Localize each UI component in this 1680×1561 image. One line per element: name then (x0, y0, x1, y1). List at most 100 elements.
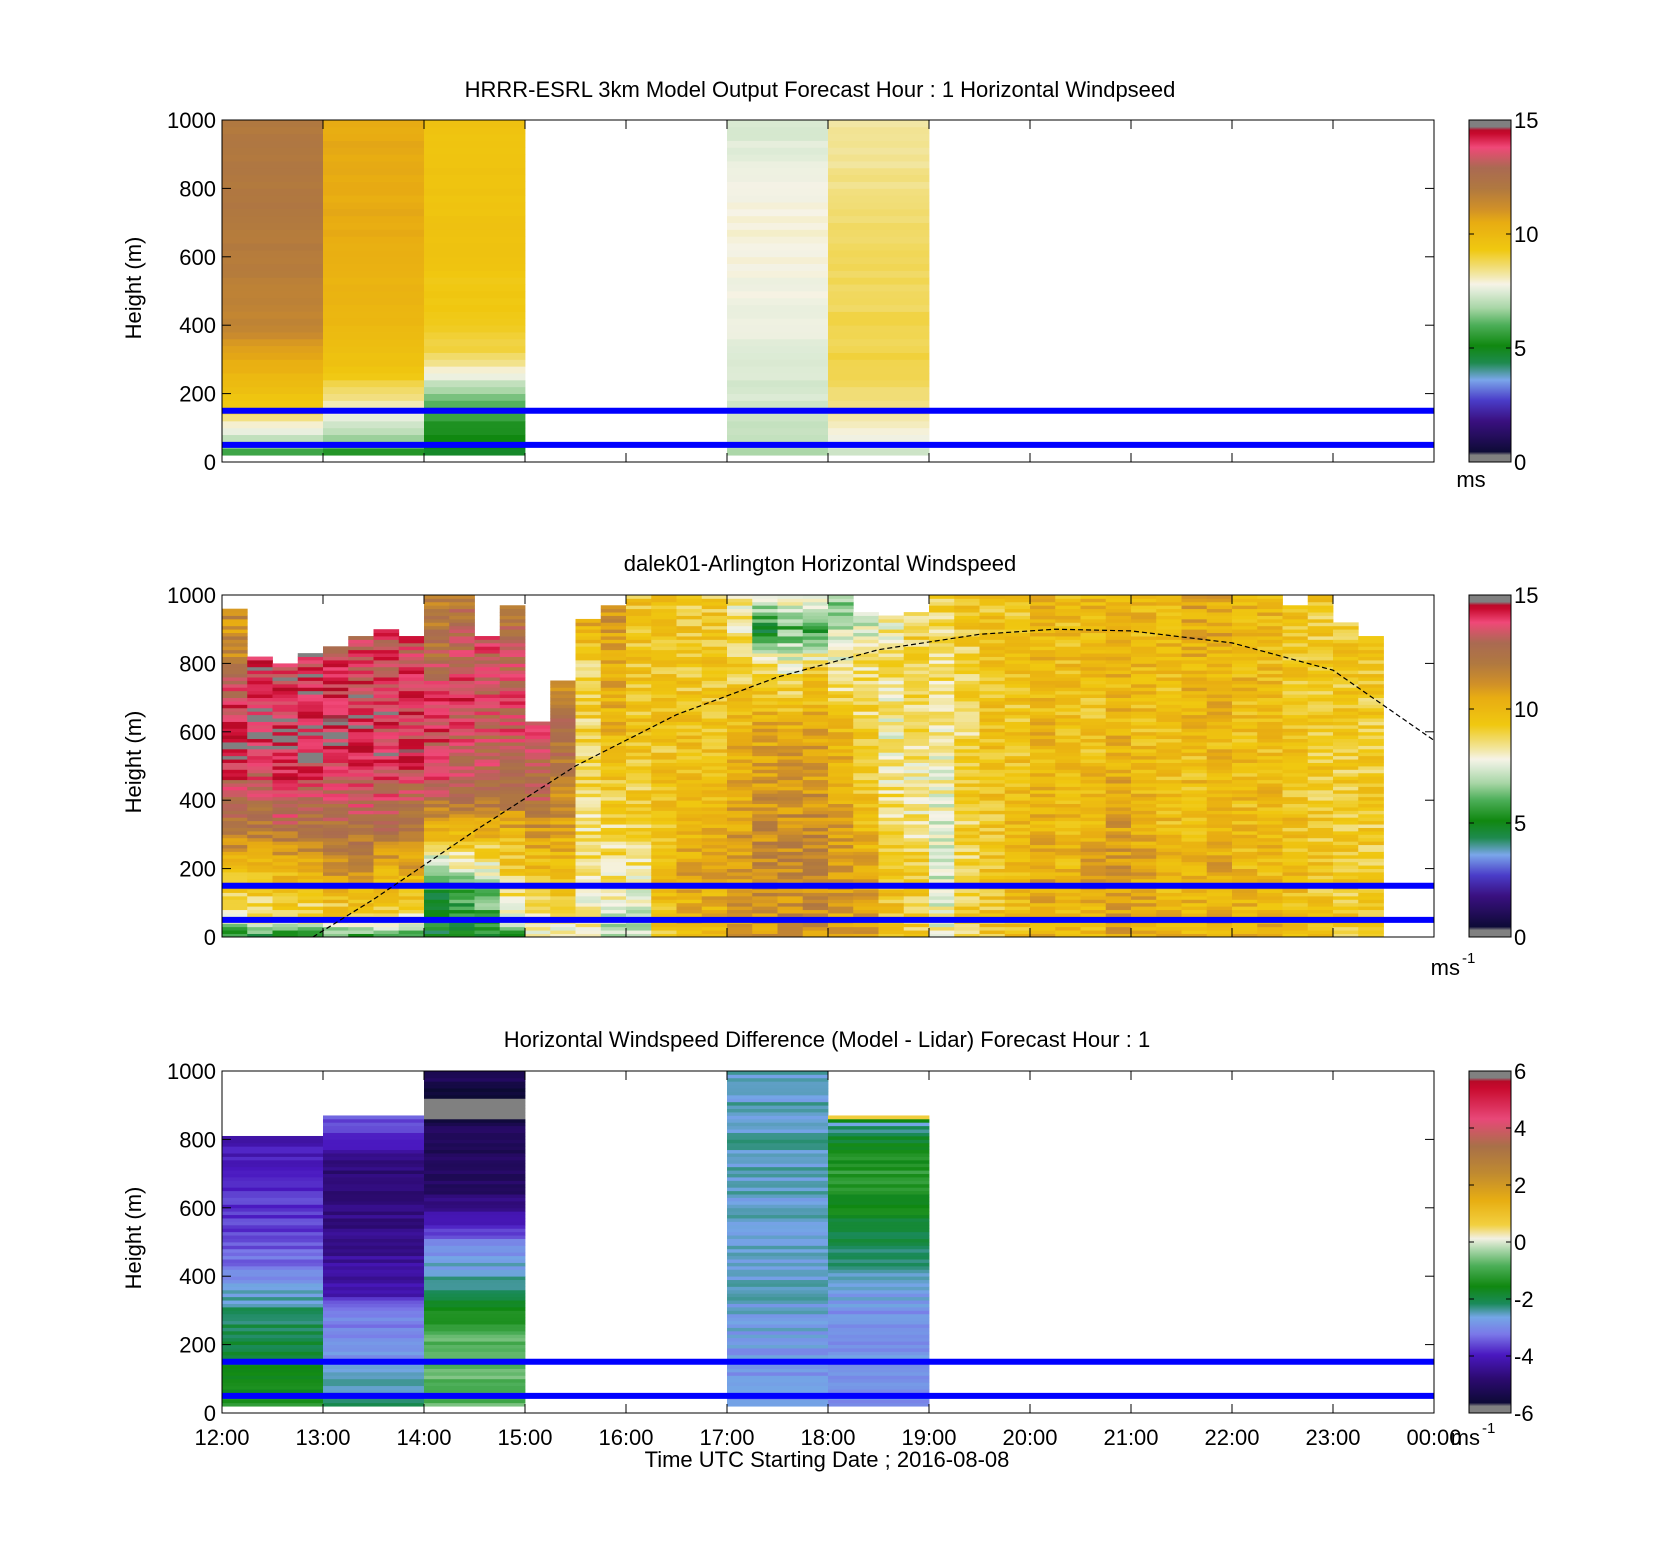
heatmap-cell (1307, 707, 1334, 712)
heatmap-cell (1080, 697, 1107, 702)
heatmap-cell (727, 229, 829, 237)
heatmap-cell (1333, 653, 1359, 657)
heatmap-cell (424, 434, 526, 442)
heatmap-column (878, 615, 905, 938)
heatmap-cell (424, 656, 450, 661)
heatmap-cell (903, 892, 930, 897)
heatmap-cell (449, 714, 475, 719)
heatmap-cell (929, 601, 955, 606)
heatmap-cell (222, 311, 324, 319)
heatmap-cell (1206, 796, 1233, 801)
heatmap-cell (1206, 830, 1233, 835)
heatmap-cell (499, 837, 526, 842)
heatmap-cell (550, 731, 576, 736)
heatmap-cell (525, 892, 551, 897)
heatmap-cell (651, 595, 677, 599)
heatmap-cell (701, 854, 728, 859)
lidar-overlay (222, 628, 1435, 938)
heatmap-cell (1358, 680, 1384, 685)
heatmap-cell (1105, 680, 1132, 685)
heatmap-cell (878, 848, 905, 852)
heatmap-column (1333, 622, 1359, 938)
heatmap-cell (323, 1368, 425, 1373)
heatmap-cell (424, 605, 450, 610)
heatmap-cell (1206, 711, 1233, 716)
heatmap-cell (1333, 711, 1359, 716)
heatmap-cell (802, 642, 829, 647)
heatmap-cell (575, 892, 602, 897)
heatmap-cell (626, 721, 652, 726)
heatmap-cell (550, 707, 576, 712)
heatmap-cell (499, 817, 526, 822)
heatmap-cell (1156, 646, 1182, 651)
heatmap-cell (903, 683, 930, 688)
heatmap-cell (323, 154, 425, 162)
heatmap-cell (398, 776, 425, 781)
heatmap-cell (222, 670, 248, 675)
heatmap-cell (297, 926, 324, 931)
heatmap-cell (499, 711, 526, 716)
heatmap-cell (1004, 721, 1031, 726)
heatmap-cell (1131, 875, 1157, 880)
heatmap-cell (701, 625, 728, 630)
heatmap-cell (1232, 690, 1258, 695)
heatmap-cell (1232, 762, 1258, 767)
heatmap-cell (1080, 646, 1107, 651)
heatmap-cell (878, 810, 905, 815)
heatmap-cell (1232, 878, 1258, 883)
heatmap-cell (474, 872, 501, 876)
heatmap-cell (802, 646, 829, 651)
heatmap-cell (449, 721, 475, 726)
heatmap-cell (1080, 632, 1107, 637)
heatmap-cell (323, 325, 425, 333)
heatmap-cell (499, 759, 526, 763)
heatmap-cell (1080, 776, 1107, 781)
heatmap-cell (1282, 817, 1309, 822)
heatmap-cell (222, 807, 248, 811)
heatmap-cell (323, 909, 349, 914)
heatmap-cell (802, 875, 829, 880)
heatmap-cell (626, 895, 652, 900)
heatmap-cell (979, 848, 1006, 852)
heatmap-cell (777, 810, 804, 815)
heatmap-cell (550, 824, 576, 828)
heatmap-cell (777, 865, 804, 869)
heatmap-cell (1004, 892, 1031, 897)
heatmap-cell (1181, 673, 1208, 678)
heatmap-cell (323, 735, 349, 740)
heatmap-cell (1307, 892, 1334, 897)
heatmap-column (550, 680, 576, 938)
heatmap-cell (954, 810, 980, 815)
heatmap-cell (1333, 824, 1359, 828)
heatmap-cell (323, 1221, 425, 1226)
heatmap-cell (1131, 889, 1157, 893)
heatmap-cell (499, 858, 526, 863)
heatmap-cell (348, 909, 374, 914)
heatmap-cell (1181, 615, 1208, 620)
heatmap-cell (222, 913, 248, 917)
heatmap-cell (1055, 813, 1081, 818)
heatmap-cell (651, 618, 677, 623)
heatmap-cell (802, 632, 829, 637)
heatmap-cell (1105, 748, 1132, 753)
heatmap-cell (701, 636, 728, 640)
heatmap-cell (1257, 704, 1283, 709)
heatmap-cell (1030, 639, 1056, 644)
heatmap-cell (525, 895, 551, 900)
heatmap-cell (802, 622, 829, 627)
heatmap-cell (348, 755, 374, 760)
heatmap-cell (954, 834, 980, 839)
heatmap-cell (853, 841, 879, 846)
heatmap-cell (1358, 707, 1384, 712)
heatmap-cell (1206, 612, 1233, 616)
heatmap-cell (903, 796, 930, 801)
heatmap-cell (954, 646, 980, 651)
heatmap-cell (297, 895, 324, 900)
heatmap-cell (247, 697, 273, 702)
heatmap-cell (272, 783, 299, 787)
heatmap-cell (878, 707, 905, 712)
heatmap-cell (1358, 851, 1384, 856)
heatmap-cell (323, 1337, 425, 1342)
heatmap-cell (398, 721, 425, 726)
heatmap-cell (222, 926, 248, 931)
